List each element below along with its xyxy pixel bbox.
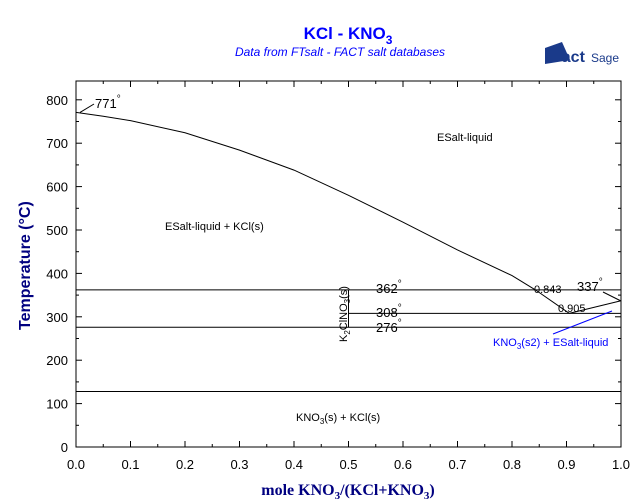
leader-337 [602, 291, 622, 302]
label-k2clno3: K2ClNO3(s) [338, 286, 352, 342]
y-tick-label: 200 [46, 353, 68, 368]
x-tick-label: 0.8 [503, 457, 521, 472]
x-tick-label: 0.2 [176, 457, 194, 472]
leader-kno3s2 [552, 310, 613, 335]
label-308: 308° [376, 303, 402, 320]
factsage-logo: Fact Sage [545, 42, 619, 66]
x-tick-label: 0.9 [557, 457, 575, 472]
y-tick-label: 800 [46, 93, 68, 108]
label-kno3s2-liquid: KNO3(s2) + ESalt-liquid [493, 337, 608, 351]
y-tick-label: 700 [46, 136, 68, 151]
label-0905: 0.905 [558, 303, 586, 315]
x-tick-label: 0.5 [339, 457, 357, 472]
y-tick-label: 600 [46, 180, 68, 195]
chart-title: KCl - KNO3 [304, 24, 393, 47]
x-tick-label: 0.7 [448, 457, 466, 472]
x-tick-label: 1.0 [612, 457, 630, 472]
label-0843: 0.843 [534, 284, 562, 296]
x-tick-label: 0.1 [121, 457, 139, 472]
label-771: 771° [95, 94, 121, 111]
label-362: 362° [376, 279, 402, 296]
y-tick-label: 100 [46, 397, 68, 412]
y-tick-label: 0 [61, 440, 68, 455]
x-tick-label: 0.3 [230, 457, 248, 472]
annotations: 771° 362° 308° 276° 337° 0.843 0.905 ESa… [95, 94, 608, 426]
label-276: 276° [376, 318, 402, 335]
x-tick-label: 0.0 [67, 457, 85, 472]
plot-frame [75, 80, 622, 448]
x-tick-label: 0.4 [285, 457, 303, 472]
label-liquid: ESalt-liquid [437, 132, 493, 144]
svg-text:Fact: Fact [552, 49, 586, 66]
label-337: 337° [577, 277, 603, 294]
y-tick-label: 300 [46, 310, 68, 325]
liquidus-kcl-curve [75, 111, 570, 314]
x-axis-label: mole KNO3/(KCl+KNO3) [261, 482, 434, 502]
svg-text:Sage: Sage [591, 51, 619, 65]
liquidus-kno3-curve [569, 300, 622, 314]
y-tick-label: 400 [46, 266, 68, 281]
label-liquid-kcl: ESalt-liquid + KCl(s) [165, 221, 264, 233]
label-kno3-kcl: KNO3(s) + KCl(s) [296, 412, 380, 426]
leader-771 [79, 103, 95, 113]
chart-subtitle: Data from FTsalt - FACT salt databases [235, 45, 445, 59]
y-axis-label: Temperature (°C) [17, 201, 34, 330]
x-tick-label: 0.6 [394, 457, 412, 472]
y-tick-label: 500 [46, 223, 68, 238]
